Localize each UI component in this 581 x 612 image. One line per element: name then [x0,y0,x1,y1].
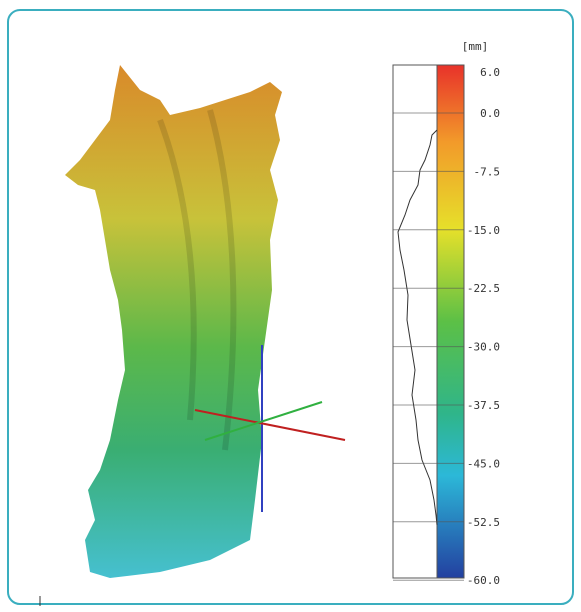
colorbar-tick-label: -45.0 [467,457,500,470]
figure-frame: [mm] 6.0 0.0 -7.5 -15.0 -22.5 -30.0 -37.5 -45.0… [0,0,581,612]
colorbar-tick-label: -37.5 [467,399,500,412]
colorbar-tick-label: -22.5 [467,282,500,295]
colorbar [437,65,464,578]
colorbar-unit: [mm] [462,40,489,53]
colorbar-tick-label: -30.0 [467,341,500,354]
colorbar-tick-label: 0.0 [480,107,500,120]
colorbar-tick-label: -60.0 [467,574,500,587]
figure: [mm] 6.0 0.0 -7.5 -15.0 -22.5 -30.0 -37.5 -45.0… [0,0,581,612]
colorbar-tick-label: -15.0 [467,224,500,237]
colorbar-tick-label: -52.5 [467,516,500,529]
colorbar-tick-label: 6.0 [480,66,500,79]
colorbar-tick-label: -7.5 [474,165,501,178]
